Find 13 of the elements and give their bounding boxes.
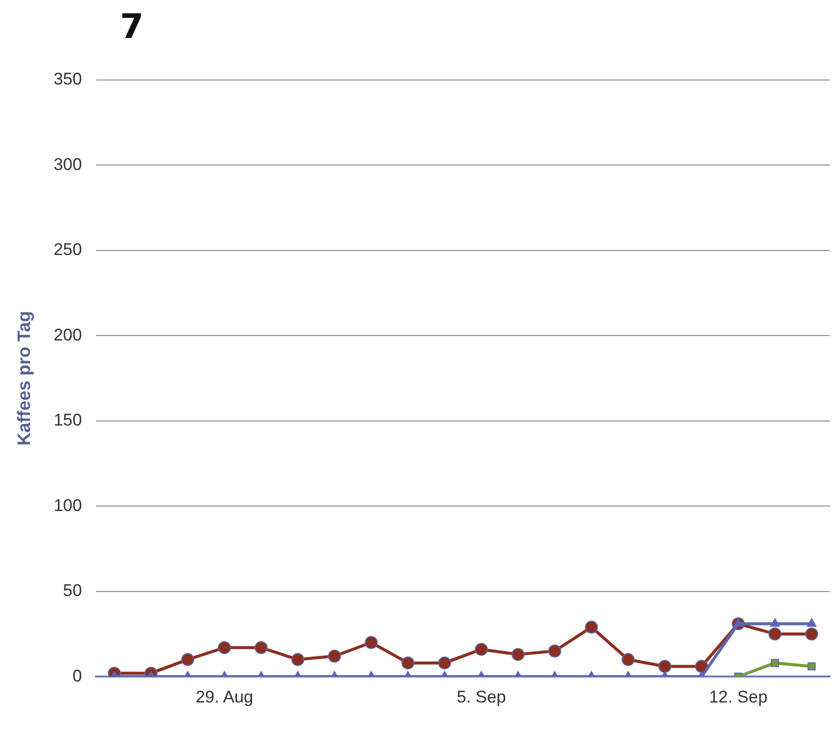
y-tick-label: 0 xyxy=(72,666,82,686)
y-tick-label: 50 xyxy=(63,581,82,600)
text: 7 xyxy=(120,6,144,47)
y-tick-label: 200 xyxy=(54,325,82,344)
y-tick-label: 250 xyxy=(54,240,82,260)
y-tick-label: 150 xyxy=(54,410,82,430)
y-tick-label: 100 xyxy=(54,496,82,515)
y-tick-label: 350 xyxy=(54,70,82,89)
x-tick-label: 12. Sep xyxy=(708,687,768,706)
x-tick-label: 29. Aug xyxy=(196,687,254,706)
y-tick-label: 300 xyxy=(54,154,82,174)
y-axis-title: Kaffees pro Tag xyxy=(14,310,34,446)
x-tick-label: 5. Sep xyxy=(456,687,506,706)
